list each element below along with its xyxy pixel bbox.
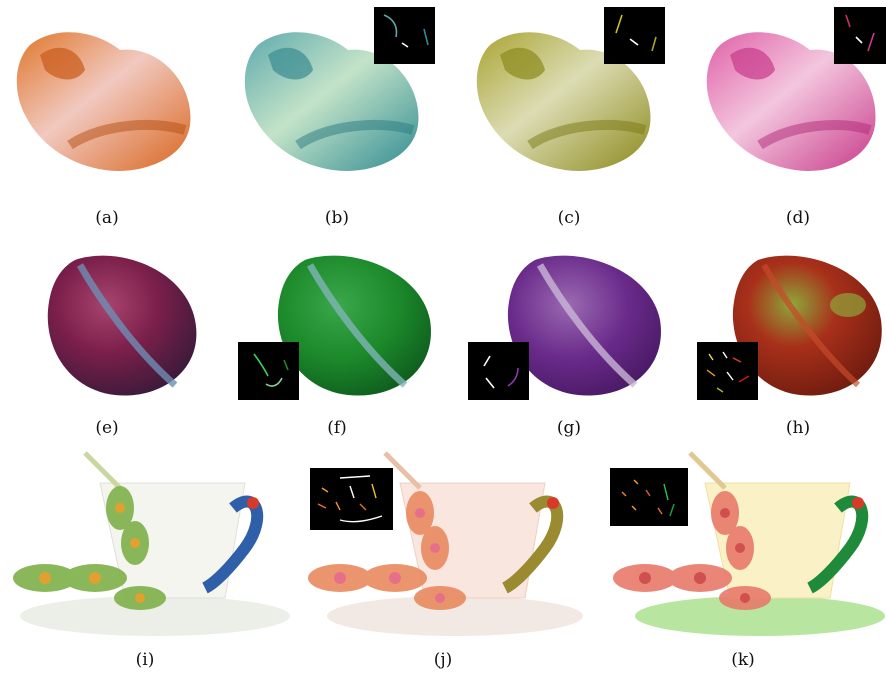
stroke-inset-g: [468, 342, 529, 400]
caption-c: (c): [557, 208, 581, 228]
panel-j: [300, 448, 585, 643]
caption-j: (j): [433, 650, 453, 670]
stroke-inset-k: [610, 468, 688, 526]
caption-k: (k): [731, 650, 755, 670]
stroke-inset-j: [310, 468, 393, 530]
cup-image-original: [13, 451, 290, 636]
panel-c: [470, 25, 670, 180]
caption-a: (a): [95, 208, 119, 228]
panel-a: [10, 25, 200, 180]
caption-e: (e): [95, 418, 119, 438]
stroke-inset-f: [238, 342, 299, 400]
caption-f: (f): [327, 418, 347, 438]
panel-d: [700, 25, 886, 180]
plum-image-original: [47, 255, 197, 396]
panel-g: [500, 250, 665, 400]
jade-image-olive: [476, 32, 651, 171]
plum-image-purple: [507, 255, 661, 396]
cup-image-pink: [308, 451, 583, 636]
caption-b: (b): [324, 208, 350, 228]
plum-image-green: [277, 255, 431, 396]
jade-image-pink: [706, 32, 876, 171]
stroke-inset-c: [604, 7, 665, 64]
jade-image-cyan: [244, 32, 419, 171]
caption-h: (h): [785, 418, 811, 438]
plum-image-red-green: [732, 255, 882, 396]
caption-g: (g): [556, 418, 582, 438]
panel-k: [600, 448, 886, 643]
caption-i: (i): [135, 650, 155, 670]
panel-i: [5, 448, 290, 643]
panel-f: [270, 250, 435, 400]
stroke-inset-d: [834, 7, 886, 64]
stroke-inset-h: [697, 342, 758, 400]
panel-h: [728, 250, 886, 400]
jade-image-original: [16, 32, 191, 171]
stroke-inset-b: [374, 7, 435, 64]
panel-b: [238, 25, 438, 180]
cup-image-yellow: [613, 451, 885, 636]
panel-e: [40, 250, 200, 400]
caption-d: (d): [785, 208, 811, 228]
